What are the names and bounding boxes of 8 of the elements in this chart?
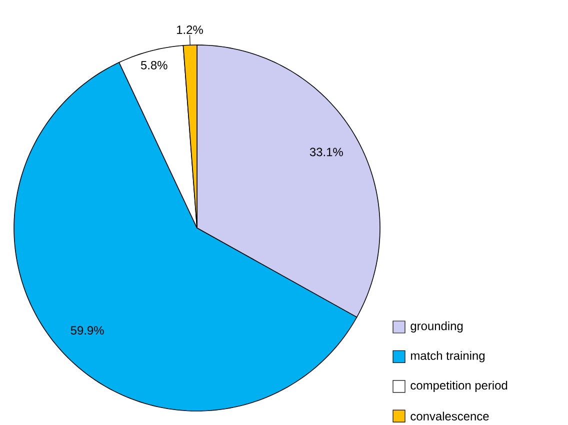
legend-label: grounding — [410, 321, 463, 333]
data-label: 5.8% — [140, 60, 168, 70]
data-label: 59.9% — [70, 326, 104, 335]
legend-label: convalescence — [410, 412, 489, 420]
data-label: 1.2% — [177, 26, 203, 34]
legend-label: competition period — [410, 380, 508, 392]
data-label: 33.1% — [310, 148, 343, 156]
legend-label: match training — [411, 351, 484, 362]
